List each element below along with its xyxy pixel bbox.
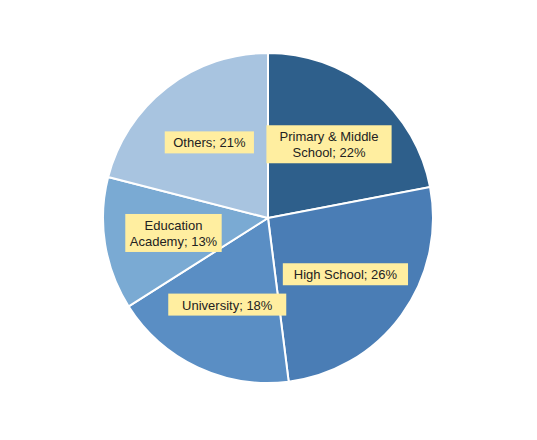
svg-text:Others; 21%: Others; 21% — [173, 135, 246, 150]
svg-text:Primary & MiddleSchool; 22%: Primary & MiddleSchool; 22% — [280, 129, 379, 160]
svg-text:University; 18%: University; 18% — [182, 297, 273, 312]
svg-text:EducationAcademy; 13%: EducationAcademy; 13% — [130, 217, 218, 248]
svg-text:High School; 26%: High School; 26% — [294, 267, 398, 282]
